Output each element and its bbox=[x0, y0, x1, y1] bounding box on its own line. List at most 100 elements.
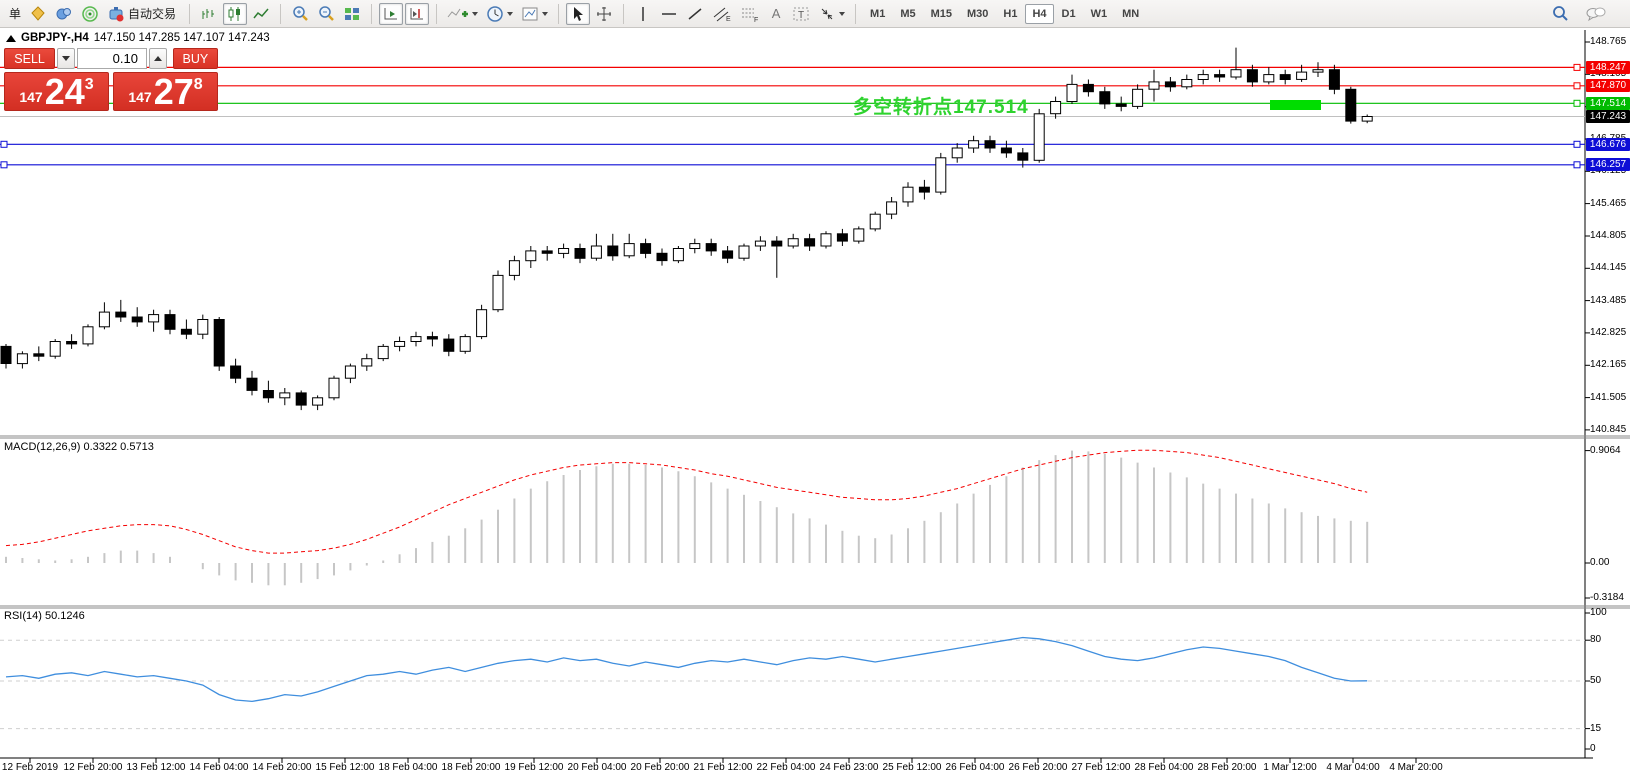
candle-body[interactable] bbox=[804, 238, 816, 247]
fibonacci-tool-icon[interactable]: F bbox=[737, 3, 763, 25]
candle-body[interactable] bbox=[1345, 88, 1357, 122]
line-handle-right[interactable] bbox=[1573, 82, 1581, 90]
volume-decrease-button[interactable] bbox=[57, 48, 75, 69]
candle-body[interactable] bbox=[459, 336, 471, 352]
candle-body[interactable] bbox=[574, 248, 586, 259]
zoom-in-icon[interactable] bbox=[288, 3, 312, 25]
vertical-line-tool-icon[interactable] bbox=[631, 3, 655, 25]
candle-body[interactable] bbox=[49, 341, 61, 357]
periods-icon[interactable] bbox=[483, 3, 516, 25]
candle-body[interactable] bbox=[984, 140, 996, 149]
candle-body[interactable] bbox=[1361, 116, 1373, 122]
candle-body[interactable] bbox=[443, 338, 455, 352]
candle-body[interactable] bbox=[525, 250, 537, 262]
candle-body[interactable] bbox=[115, 311, 127, 318]
candle-body[interactable] bbox=[279, 392, 291, 399]
timeframe-button-h4[interactable]: H4 bbox=[1025, 3, 1054, 24]
timeframe-button-m5[interactable]: M5 bbox=[900, 7, 916, 20]
crosshair-icon[interactable] bbox=[592, 3, 616, 25]
candle-body[interactable] bbox=[1246, 69, 1258, 83]
chart-shift-icon[interactable] bbox=[405, 2, 430, 25]
candle-body[interactable] bbox=[935, 157, 947, 193]
candle-body[interactable] bbox=[180, 328, 192, 335]
candle-body[interactable] bbox=[164, 314, 176, 330]
candle-body[interactable] bbox=[1296, 71, 1308, 80]
candle-body[interactable] bbox=[918, 186, 930, 193]
signal-icon[interactable] bbox=[78, 3, 102, 25]
timeframe-button-m15[interactable]: M15 bbox=[930, 7, 952, 20]
candle-body[interactable] bbox=[1230, 69, 1242, 78]
text-label-tool-icon[interactable]: T bbox=[789, 3, 813, 25]
candle-body[interactable] bbox=[1115, 103, 1127, 107]
buy-button[interactable]: BUY bbox=[172, 48, 218, 69]
candle-body[interactable] bbox=[295, 392, 307, 406]
tile-windows-icon[interactable] bbox=[340, 3, 364, 25]
candle-body[interactable] bbox=[1312, 69, 1324, 73]
candle-body[interactable] bbox=[246, 377, 258, 391]
line-handle-right[interactable] bbox=[1573, 161, 1581, 169]
candle-body[interactable] bbox=[968, 140, 980, 149]
candle-body[interactable] bbox=[590, 245, 602, 259]
candle-body[interactable] bbox=[1033, 113, 1045, 161]
candle-body[interactable] bbox=[1050, 101, 1062, 115]
trendline-tool-icon[interactable] bbox=[683, 3, 707, 25]
text-tool-icon[interactable]: A bbox=[765, 3, 787, 25]
new-order-button[interactable]: 单 bbox=[9, 7, 22, 21]
candle-body[interactable] bbox=[656, 252, 668, 262]
community-icon[interactable] bbox=[52, 3, 76, 25]
auto-scroll-icon[interactable] bbox=[379, 2, 404, 25]
candle-body[interactable] bbox=[1263, 74, 1275, 83]
candle-body[interactable] bbox=[886, 201, 898, 215]
candle-body[interactable] bbox=[771, 240, 783, 247]
candle-body[interactable] bbox=[869, 213, 881, 230]
timeframe-button-m30[interactable]: M30 bbox=[967, 7, 989, 20]
candle-body[interactable] bbox=[820, 233, 832, 247]
candle-body[interactable] bbox=[98, 311, 110, 328]
timeframe-button-m1[interactable]: M1 bbox=[870, 7, 886, 20]
candle-body[interactable] bbox=[82, 326, 94, 345]
candle-body[interactable] bbox=[1214, 74, 1226, 78]
candle-body[interactable] bbox=[1017, 152, 1029, 161]
candle-body[interactable] bbox=[230, 365, 242, 379]
candle-body[interactable] bbox=[361, 358, 373, 367]
candle-body[interactable] bbox=[1197, 74, 1209, 80]
candle-body[interactable] bbox=[16, 353, 28, 365]
candle-body[interactable] bbox=[738, 245, 750, 259]
candle-body[interactable] bbox=[951, 147, 963, 159]
candle-body[interactable] bbox=[705, 243, 717, 252]
candle-body[interactable] bbox=[377, 345, 389, 360]
newsletter-icon[interactable] bbox=[26, 3, 50, 25]
candle-body[interactable] bbox=[902, 186, 914, 203]
candle-body[interactable] bbox=[640, 243, 652, 254]
candle-body[interactable] bbox=[1279, 74, 1291, 80]
candle-body[interactable] bbox=[394, 341, 406, 347]
candle-body[interactable] bbox=[197, 319, 209, 335]
green-highlight-zone[interactable] bbox=[1270, 100, 1321, 110]
bar-chart-icon[interactable] bbox=[197, 3, 221, 25]
sell-button[interactable]: SELL bbox=[4, 48, 56, 69]
pivot-annotation-text[interactable]: 多空转折点147.514 bbox=[853, 97, 1029, 118]
candle-body[interactable] bbox=[1099, 91, 1111, 105]
line-handle-left[interactable] bbox=[0, 140, 8, 148]
indicators-icon[interactable] bbox=[444, 3, 481, 25]
candle-body[interactable] bbox=[262, 390, 274, 399]
candle-body[interactable] bbox=[508, 260, 520, 276]
autotrading-button[interactable]: 自动交易 bbox=[104, 3, 182, 25]
channel-tool-icon[interactable]: E bbox=[709, 3, 735, 25]
cursor-icon[interactable] bbox=[566, 2, 591, 25]
candle-body[interactable] bbox=[1066, 83, 1078, 103]
timeframe-button-d1[interactable]: D1 bbox=[1061, 7, 1076, 20]
line-handle-right[interactable] bbox=[1573, 99, 1581, 107]
candle-body[interactable] bbox=[1132, 88, 1144, 107]
candle-body[interactable] bbox=[1000, 147, 1012, 154]
candle-body[interactable] bbox=[1181, 79, 1193, 88]
candle-body[interactable] bbox=[853, 228, 865, 242]
candle-body[interactable] bbox=[148, 314, 160, 323]
timeframe-button-mn[interactable]: MN bbox=[1122, 7, 1140, 20]
templates-icon[interactable] bbox=[518, 3, 551, 25]
line-handle-left[interactable] bbox=[0, 161, 8, 169]
candle-body[interactable] bbox=[476, 309, 488, 338]
candle-body[interactable] bbox=[328, 377, 340, 399]
candle-body[interactable] bbox=[672, 248, 684, 262]
candle-body[interactable] bbox=[754, 240, 766, 247]
